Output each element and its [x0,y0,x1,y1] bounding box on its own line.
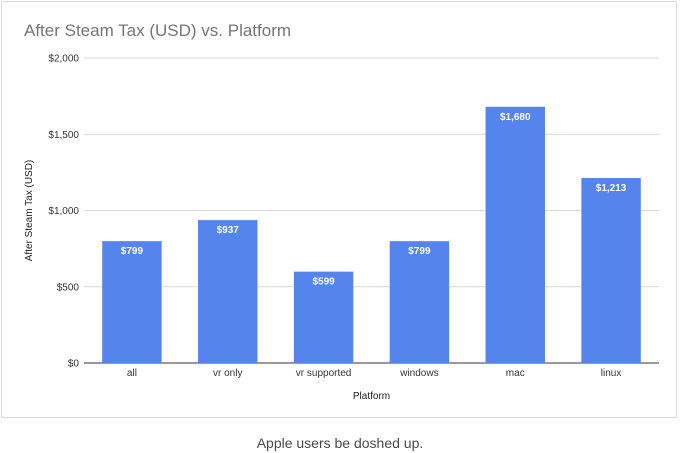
bar-chart: $799 $937 $599 $799 $1,680 $1,213 $0 $500 $1,00… [24,54,659,402]
bar [198,220,258,363]
y-axis-title: After Steam Tax (USD) [24,160,35,262]
x-tick-label: vr only [213,368,242,379]
bar-data-label: $799 [408,246,431,257]
bar-data-label: $1,213 [596,183,627,194]
bar [581,178,641,363]
x-tick-label: vr supported [296,368,352,379]
x-tick-label: linux [601,368,622,379]
x-tick-label: all [127,368,137,379]
bar [102,241,162,363]
y-tick-label: $1,000 [48,206,79,217]
gridlines [84,57,659,364]
bar-data-label: $1,680 [500,112,531,123]
y-tick-label: $2,000 [48,54,79,65]
x-axis-title: Platform [353,391,390,402]
y-tick-label: $1,500 [48,130,79,141]
bar [389,241,450,363]
x-tick-label: mac [506,368,525,379]
bar [485,106,545,364]
bar-data-label: $799 [121,246,144,257]
bar-data-label: $599 [312,277,335,288]
bars: $799 $937 $599 $799 $1,680 $1,213 [102,106,641,364]
tick-labels: $0 $500 $1,000 $1,500 $2,000 all vr only vr sup… [48,54,621,380]
bar-data-label: $937 [217,225,240,236]
chart-card: After Steam Tax (USD) vs. Platform $799 $… [1,1,677,418]
y-tick-label: $0 [68,359,80,370]
x-tick-label: windows [399,368,438,379]
y-tick-label: $500 [57,282,80,293]
bar [293,271,354,363]
chart-title: After Steam Tax (USD) vs. Platform [24,21,292,40]
image-caption: Apple users be doshed up. [256,435,424,451]
